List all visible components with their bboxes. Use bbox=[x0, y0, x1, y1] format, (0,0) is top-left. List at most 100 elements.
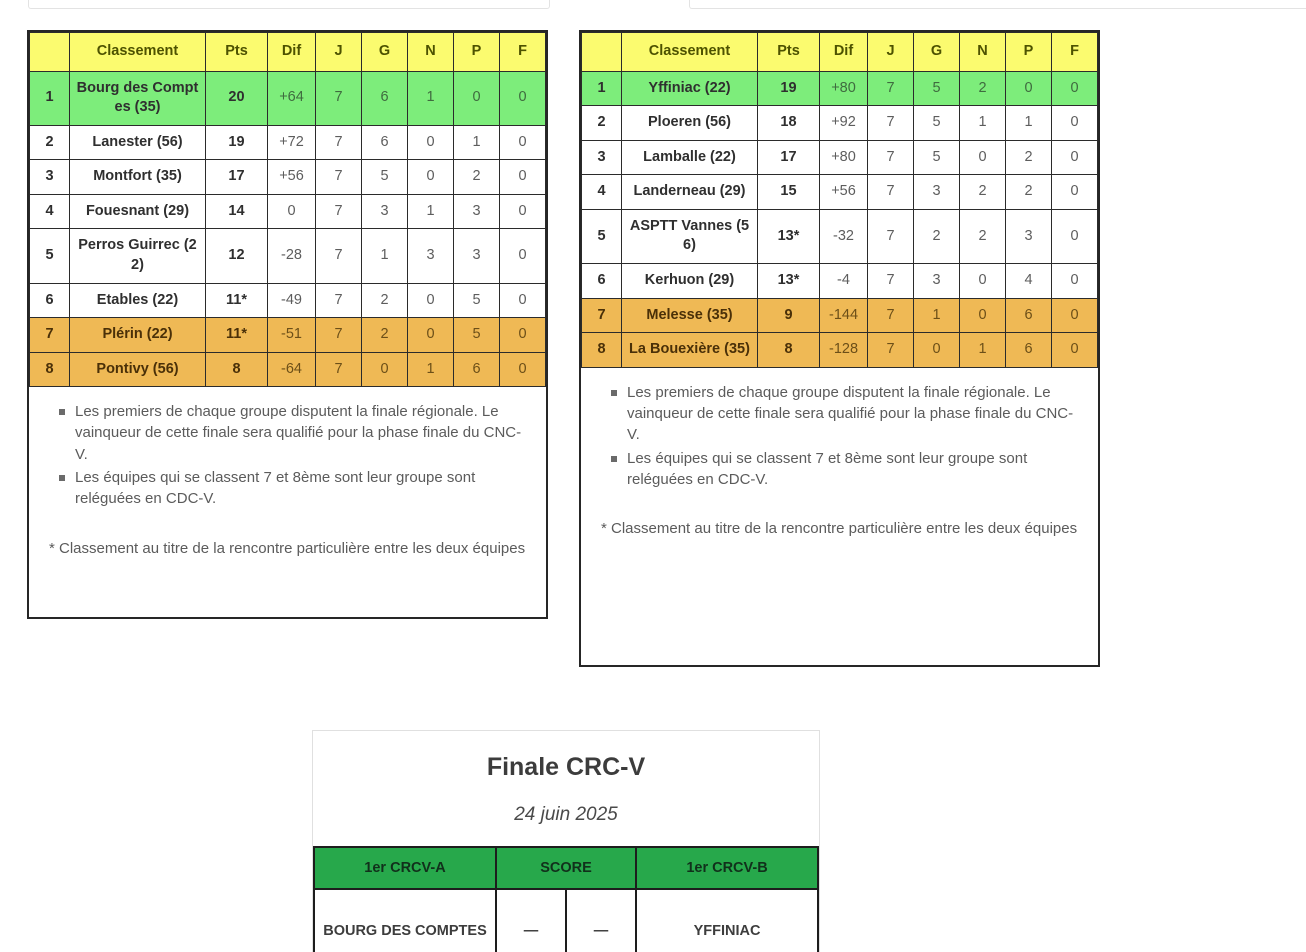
cell-dif: -4 bbox=[819, 262, 868, 299]
finale-header-left: 1er CRCV-A bbox=[313, 846, 497, 890]
group-a-card: Classement Pts Dif J G N P F 1 Bourg des … bbox=[27, 30, 548, 619]
cell-team: Pontivy (56) bbox=[69, 351, 206, 388]
cell-rank: 4 bbox=[581, 174, 622, 210]
cell-g: 6 bbox=[361, 70, 408, 126]
group-a-standings-table: Classement Pts Dif J G N P F 1 Bourg des … bbox=[29, 32, 546, 388]
cell-pts: 15 bbox=[757, 174, 820, 210]
cell-f: 0 bbox=[499, 124, 546, 161]
cell-rank: 2 bbox=[581, 105, 622, 141]
finale-match-table: 1er CRCV-A SCORE 1er CRCV-B BOURG DES CO… bbox=[313, 846, 820, 952]
cell-p: 0 bbox=[453, 70, 500, 126]
table-row: 6 Kerhuon (29) 13* -4 7 3 0 4 0 bbox=[581, 262, 1098, 299]
column-header-j: J bbox=[867, 32, 914, 72]
cell-rank: 3 bbox=[29, 159, 70, 195]
cell-n: 2 bbox=[959, 208, 1006, 264]
group-b-card: Classement Pts Dif J G N P F 1 Yffiniac (… bbox=[579, 30, 1100, 667]
cell-f: 0 bbox=[499, 282, 546, 319]
cell-f: 0 bbox=[1051, 105, 1098, 141]
cell-pts: 13* bbox=[757, 208, 820, 264]
cell-f: 0 bbox=[1051, 174, 1098, 210]
cell-rank: 5 bbox=[581, 208, 622, 264]
cell-p: 5 bbox=[453, 282, 500, 319]
cell-j: 7 bbox=[315, 282, 362, 319]
finale-header-right: 1er CRCV-B bbox=[635, 846, 820, 890]
column-header-rank bbox=[581, 32, 622, 72]
table-row: 5 Perros Guirrec (22) 12 -28 7 1 3 3 0 bbox=[29, 228, 546, 284]
cell-f: 0 bbox=[1051, 297, 1098, 334]
cell-p: 1 bbox=[453, 124, 500, 161]
cell-g: 2 bbox=[361, 282, 408, 319]
cell-f: 0 bbox=[1051, 208, 1098, 264]
group-a-rows: 1 Bourg des Comptes (35) 20 +64 7 6 1 0 0 2 Lanest… bbox=[29, 70, 546, 388]
finale-title: Finale CRC-V bbox=[486, 753, 646, 781]
cell-g: 5 bbox=[361, 159, 408, 195]
cell-g: 1 bbox=[361, 228, 408, 284]
cell-pts: 18 bbox=[757, 105, 820, 141]
cell-g: 1 bbox=[913, 297, 960, 334]
cell-g: 2 bbox=[361, 317, 408, 353]
cell-n: 1 bbox=[407, 351, 454, 388]
column-header-n: N bbox=[407, 32, 454, 72]
column-header-g: G bbox=[913, 32, 960, 72]
cell-g: 6 bbox=[361, 124, 408, 161]
cell-j: 7 bbox=[315, 228, 362, 284]
cell-n: 0 bbox=[959, 262, 1006, 299]
cell-pts: 19 bbox=[757, 70, 820, 107]
cell-n: 0 bbox=[407, 282, 454, 319]
cell-pts: 11* bbox=[205, 282, 268, 319]
cell-n: 0 bbox=[407, 159, 454, 195]
cell-rank: 1 bbox=[581, 70, 622, 107]
cell-rank: 2 bbox=[29, 124, 70, 161]
cell-p: 4 bbox=[1005, 262, 1052, 299]
column-header-j: J bbox=[315, 32, 362, 72]
cell-f: 0 bbox=[499, 70, 546, 126]
finale-card: Finale CRC-V 24 juin 2025 1er CRCV-A SCO… bbox=[312, 730, 820, 952]
card-stub-above-group-a bbox=[28, 0, 550, 9]
cell-j: 7 bbox=[315, 193, 362, 230]
cell-team: Lamballe (22) bbox=[621, 139, 758, 176]
cell-n: 0 bbox=[407, 124, 454, 161]
cell-p: 3 bbox=[1005, 208, 1052, 264]
cell-team: Lanester (56) bbox=[69, 124, 206, 161]
cell-dif: -144 bbox=[819, 297, 868, 334]
note-bullet-relegate: Les équipes qui se classent 7 et 8ème so… bbox=[59, 467, 530, 510]
cell-team: La Bouexière (35) bbox=[621, 332, 758, 368]
cell-f: 0 bbox=[499, 317, 546, 353]
cell-j: 7 bbox=[867, 105, 914, 141]
cell-g: 2 bbox=[913, 208, 960, 264]
cell-rank: 3 bbox=[581, 139, 622, 176]
cell-n: 1 bbox=[407, 193, 454, 230]
cell-p: 3 bbox=[453, 193, 500, 230]
column-header-dif: Dif bbox=[267, 32, 316, 72]
cell-dif: -49 bbox=[267, 282, 316, 319]
cell-g: 3 bbox=[361, 193, 408, 230]
cell-f: 0 bbox=[1051, 139, 1098, 176]
cell-dif: +56 bbox=[819, 174, 868, 210]
cell-j: 7 bbox=[867, 208, 914, 264]
table-row: 7 Plérin (22) 11* -51 7 2 0 5 0 bbox=[29, 317, 546, 353]
note-star: * Classement au titre de la rencontre pa… bbox=[601, 520, 1078, 538]
table-row: 4 Landerneau (29) 15 +56 7 3 2 2 0 bbox=[581, 174, 1098, 210]
table-row: 6 Etables (22) 11* -49 7 2 0 5 0 bbox=[29, 282, 546, 319]
cell-team: Yffiniac (22) bbox=[621, 70, 758, 107]
cell-g: 5 bbox=[913, 139, 960, 176]
column-header-g: G bbox=[361, 32, 408, 72]
cell-rank: 4 bbox=[29, 193, 70, 230]
cell-n: 2 bbox=[959, 70, 1006, 107]
table-row: 3 Montfort (35) 17 +56 7 5 0 2 0 bbox=[29, 159, 546, 195]
cell-p: 2 bbox=[453, 159, 500, 195]
cell-rank: 7 bbox=[581, 297, 622, 334]
cell-g: 0 bbox=[913, 332, 960, 368]
note-bullet-finale: Les premiers de chaque groupe disputent … bbox=[59, 401, 530, 465]
cell-team: Landerneau (29) bbox=[621, 174, 758, 210]
cell-j: 7 bbox=[315, 159, 362, 195]
cell-pts: 17 bbox=[205, 159, 268, 195]
finale-team-left: BOURG DES COMPTES bbox=[313, 888, 497, 952]
cell-team: Fouesnant (29) bbox=[69, 193, 206, 230]
cell-n: 1 bbox=[959, 332, 1006, 368]
finale-header-row: 1er CRCV-A SCORE 1er CRCV-B bbox=[313, 846, 820, 890]
cell-j: 7 bbox=[867, 297, 914, 334]
cell-dif: -28 bbox=[267, 228, 316, 284]
finale-header-score: SCORE bbox=[494, 846, 638, 890]
cell-rank: 8 bbox=[29, 351, 70, 388]
